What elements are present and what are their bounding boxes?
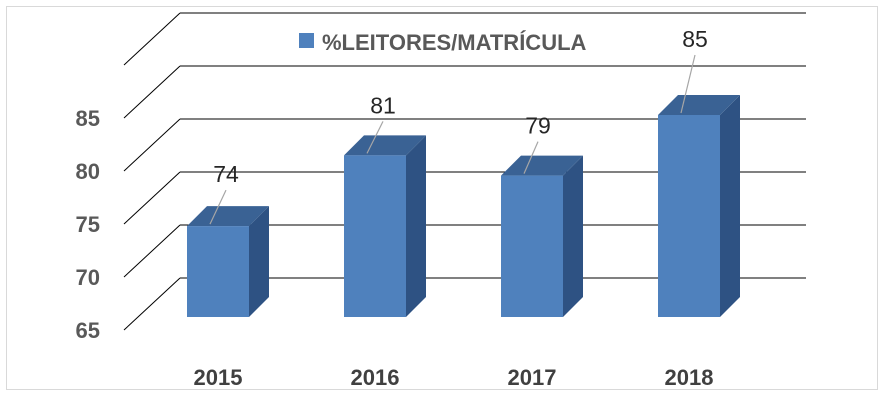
data-labels: 74 81 79 85 bbox=[213, 26, 708, 187]
bar-side bbox=[563, 155, 583, 317]
bar bbox=[501, 155, 583, 317]
x-category-label: 2015 bbox=[194, 365, 243, 390]
gridline-depth bbox=[123, 12, 181, 66]
gridline-depth bbox=[123, 224, 181, 278]
legend-swatch bbox=[299, 33, 314, 48]
legend: %LEITORES/MATRÍCULA bbox=[299, 30, 587, 55]
x-category-label: 2016 bbox=[351, 365, 400, 390]
bar-front bbox=[187, 226, 249, 317]
gridline-depth bbox=[123, 171, 181, 225]
x-axis-categories: 2015 2016 2017 2018 bbox=[194, 365, 714, 390]
bar-top bbox=[658, 95, 740, 115]
data-label: 81 bbox=[370, 92, 396, 118]
bars bbox=[187, 95, 740, 317]
leader-line bbox=[680, 54, 696, 114]
y-tick-label: 80 bbox=[76, 159, 100, 184]
x-category-label: 2017 bbox=[508, 365, 557, 390]
legend-label: %LEITORES/MATRÍCULA bbox=[322, 30, 587, 55]
y-axis-ticks: 65 70 75 80 85 bbox=[76, 106, 100, 343]
bar bbox=[187, 206, 269, 317]
bar-top bbox=[187, 206, 269, 227]
y-tick-label: 70 bbox=[76, 265, 100, 290]
gridline-depth bbox=[123, 65, 181, 119]
bar-front bbox=[501, 175, 563, 317]
bar-side bbox=[720, 95, 740, 317]
bar-front bbox=[344, 155, 406, 317]
leader-line bbox=[523, 141, 539, 174]
leader-line bbox=[209, 189, 227, 225]
data-label: 85 bbox=[682, 26, 708, 52]
bar bbox=[658, 95, 740, 317]
bar bbox=[344, 135, 426, 317]
y-tick-label: 85 bbox=[76, 106, 100, 131]
bar-top bbox=[501, 155, 583, 176]
x-category-label: 2018 bbox=[665, 365, 714, 390]
bar-side bbox=[249, 206, 269, 317]
data-label: 74 bbox=[213, 161, 239, 187]
y-tick-label: 65 bbox=[76, 318, 100, 343]
gridline-depth bbox=[123, 118, 181, 172]
gridline-depth bbox=[123, 277, 181, 331]
y-tick-label: 75 bbox=[76, 212, 100, 237]
bar-front bbox=[658, 115, 720, 317]
bar-side bbox=[406, 135, 426, 317]
bar-top bbox=[344, 135, 426, 156]
leader-line bbox=[366, 121, 384, 154]
data-label: 79 bbox=[525, 113, 551, 139]
label-leaders bbox=[209, 54, 696, 225]
